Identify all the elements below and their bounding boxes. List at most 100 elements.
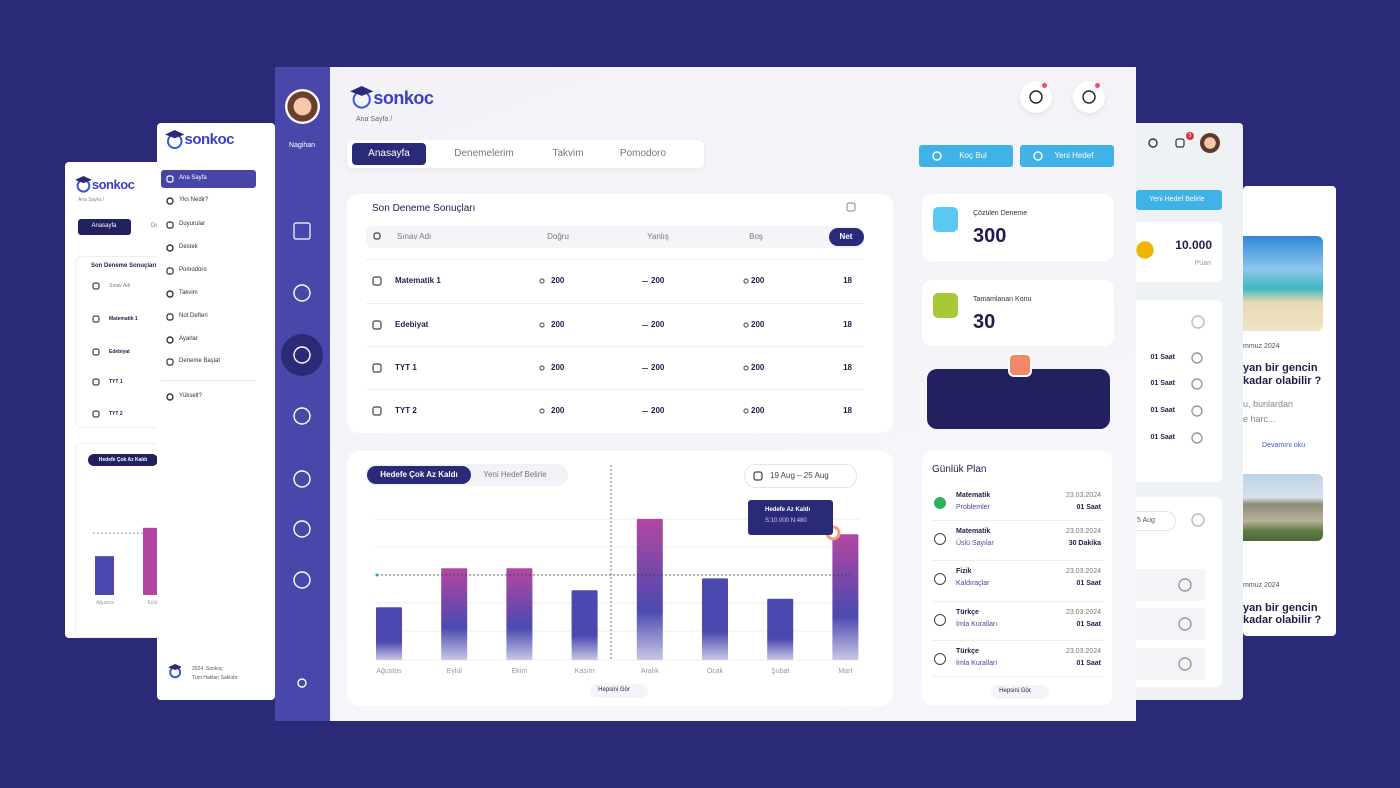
plan-divider xyxy=(932,640,1104,641)
logo-text: sonkoc xyxy=(91,177,135,193)
panel-title: Son Deneme Sonuçları xyxy=(91,263,157,270)
row-divider xyxy=(366,259,864,260)
check[interactable] xyxy=(934,614,946,626)
score: 10.000 xyxy=(1175,237,1212,252)
plan-topic: Problemler xyxy=(956,503,990,511)
icon-shape xyxy=(1191,315,1205,329)
row-label: Edebiyat xyxy=(109,349,130,355)
plan-divider xyxy=(932,676,1104,677)
check[interactable] xyxy=(934,573,946,585)
minus xyxy=(642,368,648,369)
check xyxy=(934,497,946,509)
post-title: kadar olabilir ? xyxy=(1243,614,1322,627)
menu-item[interactable]: Duyurular xyxy=(179,221,206,228)
icon-shape xyxy=(293,470,311,488)
chart-tab-active[interactable] xyxy=(367,466,471,484)
icon[interactable] xyxy=(293,470,311,488)
icon[interactable] xyxy=(293,222,311,240)
icon xyxy=(372,363,382,373)
row-divider xyxy=(366,389,864,390)
plan-duration: 30 Dakika xyxy=(1068,539,1101,547)
icon-shape xyxy=(743,408,749,414)
stat-label: Çözülen Deneme xyxy=(973,209,1028,217)
footer: Tüm Hakları Saklıdır xyxy=(192,675,238,681)
button[interactable] xyxy=(1136,190,1222,210)
icon[interactable] xyxy=(293,284,311,302)
icon-shape xyxy=(166,358,174,366)
minus xyxy=(642,281,648,282)
tab-active[interactable] xyxy=(352,143,426,165)
icon-shape xyxy=(166,313,174,321)
button[interactable] xyxy=(919,145,1013,167)
score-label: Puan xyxy=(1194,259,1211,267)
icon-shape xyxy=(92,348,100,356)
icon[interactable] xyxy=(293,571,311,589)
icon[interactable] xyxy=(293,520,311,538)
menu-item[interactable]: Destek xyxy=(179,244,198,251)
x-label: Mart xyxy=(838,667,853,675)
icon xyxy=(1029,90,1043,104)
icon xyxy=(743,322,749,328)
logo-cap xyxy=(168,664,183,671)
duration: 01 Saat xyxy=(1150,353,1175,361)
quote-card xyxy=(927,369,1110,429)
minus xyxy=(642,411,648,412)
tooltip xyxy=(748,500,833,535)
tab[interactable]: Takvim xyxy=(552,148,584,159)
icon xyxy=(1191,405,1203,417)
icon[interactable] xyxy=(293,407,311,425)
plan-subject: Fizik xyxy=(956,567,972,575)
icon xyxy=(166,244,174,252)
icon xyxy=(846,202,856,212)
menu-item[interactable]: Deneme Başlat xyxy=(179,358,221,365)
check[interactable] xyxy=(934,653,946,665)
icon-shape xyxy=(1191,432,1203,444)
menu-item[interactable]: Yks Nedir? xyxy=(179,197,209,204)
chart-tab: Hedefe Çok Az Kaldı xyxy=(380,470,458,480)
icon xyxy=(539,322,545,328)
button[interactable] xyxy=(1020,145,1114,167)
correct: 200 xyxy=(551,363,565,373)
icon xyxy=(166,358,174,366)
menu-item[interactable]: Yükselt? xyxy=(179,393,203,400)
side-nav xyxy=(275,67,330,721)
more-button[interactable] xyxy=(590,684,648,698)
icon-shape xyxy=(293,222,311,240)
icon xyxy=(539,408,545,414)
logo-icon xyxy=(350,86,374,109)
target-dot xyxy=(375,573,379,577)
date-picker[interactable] xyxy=(744,464,857,488)
icon[interactable] xyxy=(297,678,307,688)
plan-divider xyxy=(932,601,1104,602)
tab[interactable]: Denemelerim xyxy=(454,148,514,159)
more: Hepsini Gör xyxy=(999,688,1031,695)
menu-item[interactable]: Not Defteri xyxy=(179,313,208,320)
icon-shape xyxy=(1178,578,1192,592)
column-header: Net xyxy=(839,232,853,242)
icon xyxy=(1148,138,1158,148)
menu-item[interactable]: Ayarlar xyxy=(179,336,198,343)
post-link[interactable]: Devamını oku xyxy=(1262,441,1306,449)
minus xyxy=(642,325,648,326)
tab[interactable]: Anasayfa xyxy=(368,148,410,159)
breadcrumb: Ana Sayfa / xyxy=(356,115,393,123)
x-label: Aralık xyxy=(640,667,659,675)
more-button[interactable] xyxy=(991,685,1049,699)
icon[interactable] xyxy=(293,346,311,364)
menu-item[interactable]: Ana Sayfa xyxy=(179,175,207,182)
check[interactable] xyxy=(934,533,946,545)
date-range: 19 Aug – 25 Aug xyxy=(770,471,829,481)
icon-shape xyxy=(372,276,382,286)
exam-name: Matematik 1 xyxy=(395,276,441,286)
bar xyxy=(571,590,598,660)
icon xyxy=(166,267,174,275)
logo-cap xyxy=(350,86,374,97)
avatar xyxy=(1200,133,1220,153)
menu-item[interactable]: Pomodoro xyxy=(179,267,207,274)
chart-tab[interactable]: Yeni Hedef Belirle xyxy=(483,470,547,480)
menu-item[interactable]: Takvim xyxy=(179,290,198,297)
icon xyxy=(1178,578,1192,592)
wrong: 200 xyxy=(651,363,665,373)
tab[interactable]: Pomodoro xyxy=(619,148,667,159)
